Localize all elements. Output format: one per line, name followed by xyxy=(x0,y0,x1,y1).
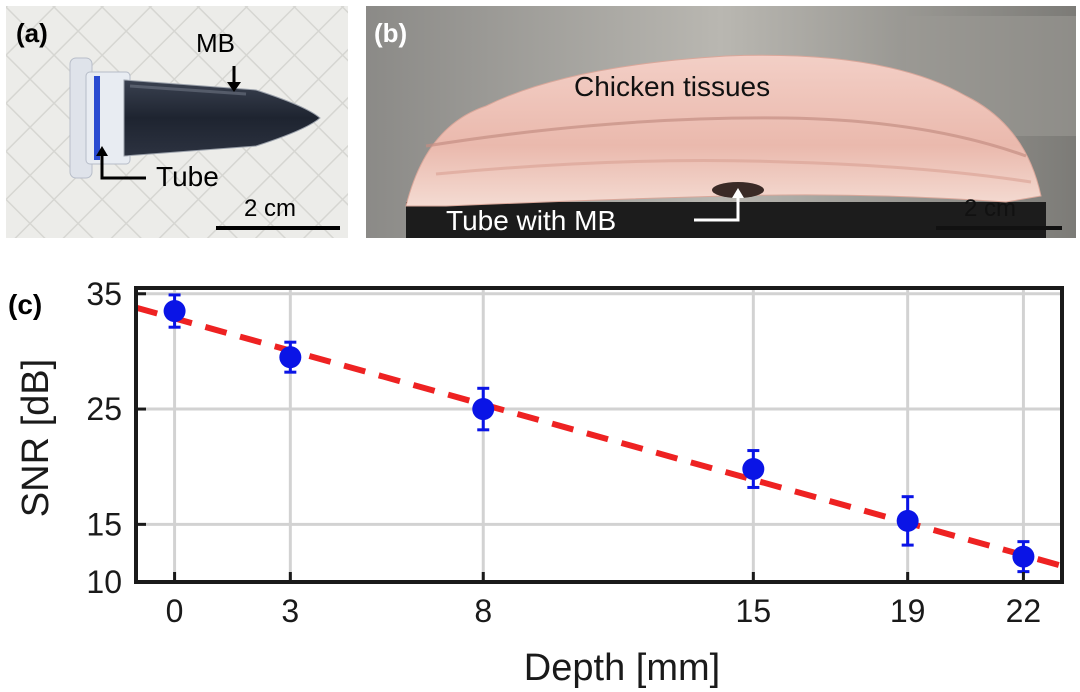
tube-arrow xyxy=(100,150,146,180)
scale-bar-a xyxy=(216,226,340,230)
data-points xyxy=(163,293,1035,574)
data-point xyxy=(742,449,765,489)
panel-c-label: (c) xyxy=(8,289,42,320)
x-axis-label: Depth [mm] xyxy=(524,647,720,689)
tube-with-mb-label: Tube with MB xyxy=(446,205,616,236)
fit-line xyxy=(135,304,1063,569)
snr-depth-chart: (c) 0 3 8 15 19 22 10 15 25 35 Depth [mm] SNR [d… xyxy=(8,276,1064,689)
point-marker xyxy=(742,458,765,481)
plot-frame xyxy=(134,286,1064,584)
tube-with-mb-arrow-head xyxy=(732,188,744,198)
y-tick-labels: 10 15 25 35 xyxy=(86,276,146,600)
data-point xyxy=(896,495,919,547)
data-point xyxy=(163,293,186,329)
fit-line-group xyxy=(135,304,1063,569)
panel-b-label: (b) xyxy=(374,18,407,48)
panel-c-chart: (c) 0 3 8 15 19 22 10 15 25 35 Depth [mm] SNR [d… xyxy=(0,240,1080,692)
panel-a-label: (a) xyxy=(16,18,48,48)
x-tick-label: 22 xyxy=(1006,593,1042,629)
tube-photo xyxy=(6,6,348,238)
y-axis-label: SNR [dB] xyxy=(15,359,57,517)
scale-bar-label-a: 2 cm xyxy=(244,195,296,222)
tissue-label: Chicken tissues xyxy=(574,71,770,102)
x-tick-label: 19 xyxy=(890,593,926,629)
tissue-photo xyxy=(366,6,1076,238)
scale-bar-label-b: 2 cm xyxy=(964,195,1016,222)
data-point xyxy=(1012,540,1035,574)
tube-label: Tube xyxy=(156,161,219,192)
point-marker xyxy=(279,346,302,369)
tube-arrow-head xyxy=(96,146,108,156)
y-tick-label: 35 xyxy=(86,276,122,312)
panel-b-photo: (b) Chicken tissues Tube with MB 2 cm xyxy=(366,6,1076,238)
point-marker xyxy=(472,398,495,421)
panel-a-photo: (a) MB Tube 2 cm xyxy=(6,6,348,238)
x-tick-label: 8 xyxy=(474,593,492,629)
data-point xyxy=(279,340,302,374)
y-tick-label: 25 xyxy=(86,391,122,427)
data-point xyxy=(472,386,495,432)
x-tick-label: 3 xyxy=(281,593,299,629)
x-tick-labels: 0 3 8 15 19 22 xyxy=(166,572,1042,629)
y-tick-label: 15 xyxy=(86,506,122,542)
mb-label: MB xyxy=(196,28,235,58)
point-marker xyxy=(896,509,919,532)
x-tick-label: 0 xyxy=(166,593,184,629)
x-tick-label: 15 xyxy=(736,593,772,629)
y-tick-label: 10 xyxy=(86,564,122,600)
point-marker xyxy=(1012,545,1035,568)
tube-with-mb-arrow xyxy=(694,192,740,222)
mb-arrow-head xyxy=(227,82,241,92)
point-marker xyxy=(163,300,186,323)
scale-bar-b xyxy=(936,226,1062,230)
